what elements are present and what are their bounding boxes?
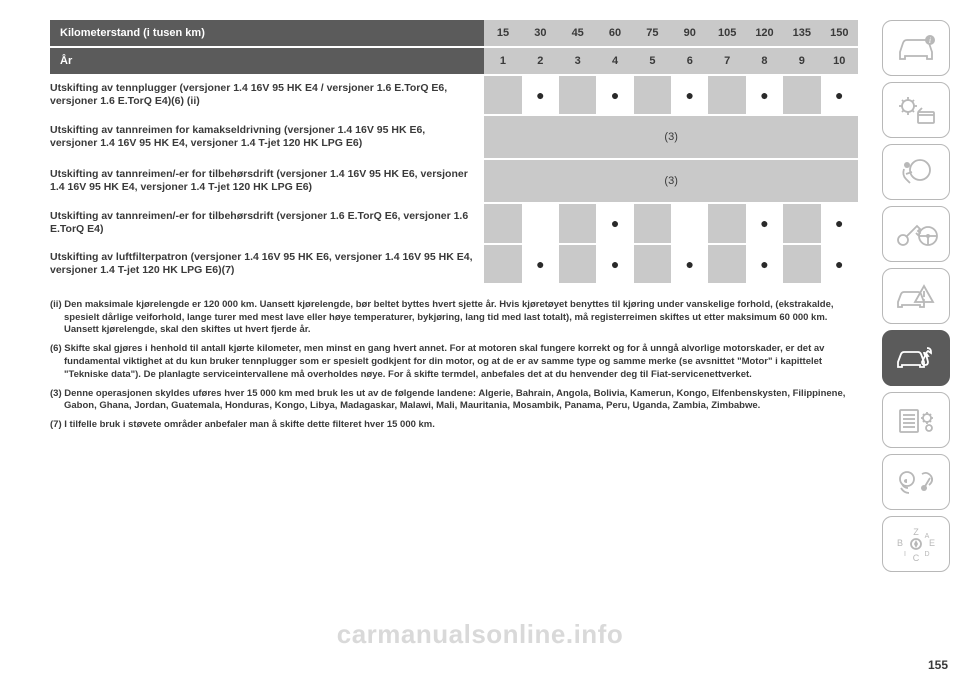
- table-header-value: 5: [634, 48, 671, 74]
- table-row-label: Utskifting av tannreimen/-er for tilbehø…: [50, 160, 484, 202]
- table-merged-cell: (3): [484, 116, 858, 158]
- watermark: carmanualsonline.info: [0, 619, 960, 650]
- table-header-value: 8: [746, 48, 783, 74]
- table-header-value: 150: [821, 20, 858, 46]
- svg-text:I: I: [904, 551, 906, 558]
- table-row-label: Utskifting av tannreimen/-er for tilbehø…: [50, 204, 484, 242]
- table-header-value: 10: [821, 48, 858, 74]
- table-cell: [708, 76, 745, 114]
- table-header-value: 3: [559, 48, 596, 74]
- table-header-value: 105: [708, 20, 745, 46]
- table-cell: ●: [596, 204, 633, 242]
- table-cell: ●: [522, 76, 559, 114]
- svg-text:i: i: [929, 36, 931, 45]
- table-cell: [783, 245, 820, 283]
- table-header-value: 9: [783, 48, 820, 74]
- table-header-value: 1: [484, 48, 521, 74]
- airbag-icon[interactable]: [882, 144, 950, 200]
- table-cell: ●: [821, 245, 858, 283]
- table-cell: [484, 245, 521, 283]
- table-header-value: 6: [671, 48, 708, 74]
- table-cell: [671, 204, 708, 242]
- footnote: (7) I tilfelle bruk i støvete områder an…: [50, 419, 858, 432]
- table-header-value: 4: [596, 48, 633, 74]
- service-icon[interactable]: [882, 330, 950, 386]
- svg-text:E: E: [929, 538, 935, 548]
- table-cell: [783, 76, 820, 114]
- table-cell: [484, 204, 521, 242]
- key-steering-icon[interactable]: [882, 206, 950, 262]
- media-nav-icon[interactable]: [882, 454, 950, 510]
- footnote: (3) Denne operasjonen skyldes uføres hve…: [50, 388, 858, 414]
- table-cell: [559, 204, 596, 242]
- table-header-label: År: [50, 48, 484, 74]
- table-cell: ●: [596, 245, 633, 283]
- table-header-value: 75: [634, 20, 671, 46]
- table-header-value: 90: [671, 20, 708, 46]
- table-cell: ●: [746, 76, 783, 114]
- table-cell: [708, 204, 745, 242]
- content-area: Kilometerstand (i tusen km)1530456075901…: [50, 20, 858, 438]
- table-cell: ●: [821, 76, 858, 114]
- table-cell: ●: [596, 76, 633, 114]
- table-cell: [484, 76, 521, 114]
- compass-icon[interactable]: ZEC B A D I: [882, 516, 950, 572]
- svg-text:C: C: [913, 553, 920, 562]
- footnote: (ii) Den maksimale kjørelengde er 120 00…: [50, 299, 858, 337]
- table-header-value: 120: [746, 20, 783, 46]
- table-header-value: 45: [559, 20, 596, 46]
- table-header-value: 2: [522, 48, 559, 74]
- svg-text:B: B: [897, 538, 903, 548]
- table-cell: [783, 204, 820, 242]
- table-cell: [634, 204, 671, 242]
- settings-list-icon[interactable]: [882, 392, 950, 448]
- svg-text:D: D: [924, 551, 929, 558]
- table-cell: [559, 76, 596, 114]
- table-header-value: 30: [522, 20, 559, 46]
- warning-car-icon[interactable]: [882, 268, 950, 324]
- table-cell: ●: [821, 204, 858, 242]
- table-row-label: Utskifting av tennplugger (versjoner 1.4…: [50, 76, 484, 114]
- table-row-label: Utskifting av tannreimen for kamakseldri…: [50, 116, 484, 158]
- table-cell: [559, 245, 596, 283]
- maintenance-table: Kilometerstand (i tusen km)1530456075901…: [50, 20, 858, 285]
- table-header-label: Kilometerstand (i tusen km): [50, 20, 484, 46]
- table-cell: [522, 204, 559, 242]
- table-cell: ●: [746, 245, 783, 283]
- table-cell: [634, 76, 671, 114]
- sidebar: i ZEC B A D I: [882, 20, 950, 572]
- table-cell: ●: [522, 245, 559, 283]
- table-header-value: 135: [783, 20, 820, 46]
- table-cell: [708, 245, 745, 283]
- table-header-value: 15: [484, 20, 521, 46]
- table-header-value: 7: [708, 48, 745, 74]
- display-icon[interactable]: [882, 82, 950, 138]
- footnote: (6) Skifte skal gjøres i henhold til ant…: [50, 343, 858, 381]
- table-cell: ●: [671, 76, 708, 114]
- table-merged-cell: (3): [484, 160, 858, 202]
- table-cell: [634, 245, 671, 283]
- footnotes: (ii) Den maksimale kjørelengde er 120 00…: [50, 299, 858, 432]
- svg-text:A: A: [925, 533, 930, 540]
- svg-text:Z: Z: [913, 527, 919, 537]
- car-info-icon[interactable]: i: [882, 20, 950, 76]
- table-row-label: Utskifting av luftfilterpatron (versjone…: [50, 245, 484, 283]
- table-cell: ●: [671, 245, 708, 283]
- page-number: 155: [928, 658, 948, 672]
- table-header-value: 60: [596, 20, 633, 46]
- table-cell: ●: [746, 204, 783, 242]
